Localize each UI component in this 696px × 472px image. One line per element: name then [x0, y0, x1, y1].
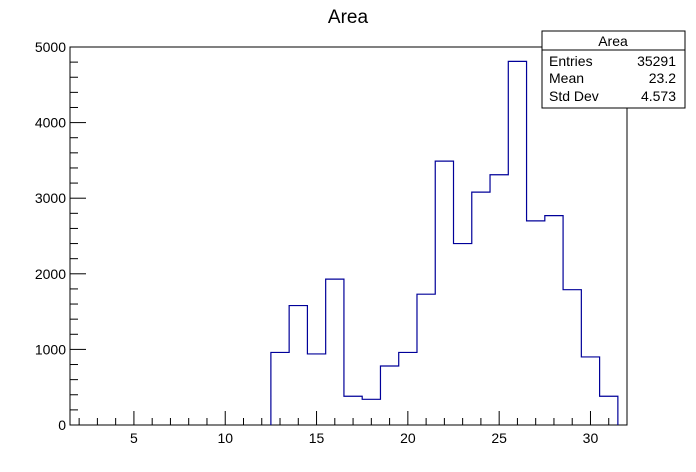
plot-frame	[69, 46, 628, 426]
histogram-bin	[326, 279, 344, 425]
histogram-bin	[380, 366, 398, 425]
stats-mean-label: Mean	[549, 70, 584, 86]
histogram-bin	[545, 216, 563, 425]
y-tick-label: 5000	[35, 39, 66, 55]
chart-title: Area	[328, 7, 369, 28]
x-axis: 5 10 15 20 25 30	[78, 411, 610, 446]
y-tick-label: 4000	[35, 115, 66, 131]
histogram-bin	[435, 161, 453, 425]
histogram-bin	[527, 221, 545, 425]
histogram-bin	[271, 352, 289, 425]
stats-stddev-value: 4.573	[641, 88, 676, 104]
x-tick-label: 5	[130, 430, 138, 446]
histogram-bins	[271, 61, 618, 425]
histogram-bin	[454, 244, 472, 425]
stats-box-frame	[541, 30, 686, 109]
histogram-bin	[508, 61, 526, 425]
histogram-bin	[289, 306, 307, 425]
histogram-bin	[417, 294, 435, 425]
y-tick-label: 3000	[35, 190, 66, 206]
x-tick-label: 20	[400, 430, 416, 446]
y-tick-label: 1000	[35, 341, 66, 357]
stats-stddev-label: Std Dev	[549, 88, 599, 104]
x-tick-label: 15	[309, 430, 325, 446]
histogram-bin	[563, 290, 581, 425]
histogram-bin	[490, 175, 508, 425]
stats-entries-label: Entries	[549, 53, 593, 69]
x-tick-label: 30	[583, 430, 599, 446]
stats-mean-value: 23.2	[649, 70, 676, 86]
stats-entries-value: 35291	[637, 53, 676, 69]
histogram-outline	[270, 60, 619, 425]
y-axis: 0 1000 2000 3000 4000 5000	[35, 39, 86, 433]
stats-box: Area Entries 35291 Mean 23.2 Std Dev 4.5…	[541, 30, 686, 109]
stats-box-title: Area	[598, 33, 628, 49]
y-tick-label: 0	[58, 417, 66, 433]
x-tick-label: 25	[491, 430, 507, 446]
y-tick-label: 2000	[35, 266, 66, 282]
x-tick-label: 10	[217, 430, 233, 446]
histogram-bin	[472, 192, 490, 425]
